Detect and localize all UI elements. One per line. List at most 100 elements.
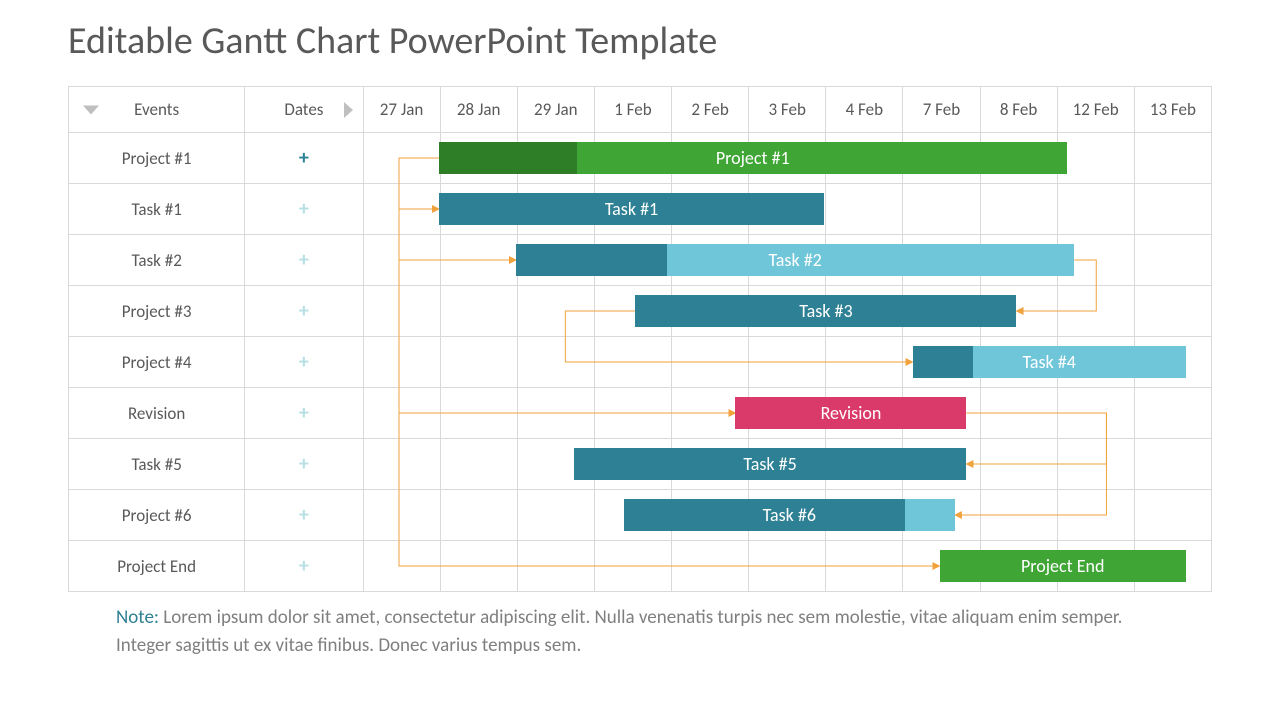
grid-cell: [517, 337, 594, 388]
date-col-10: 13 Feb: [1134, 87, 1211, 133]
grid-cell: [1134, 439, 1211, 490]
gantt-bar-b2[interactable]: Task #2: [516, 244, 1074, 276]
date-col-1: 28 Jan: [440, 87, 517, 133]
grid-cell: [363, 439, 440, 490]
gantt-bar-b1[interactable]: Task #1: [439, 193, 824, 225]
bar-label: Task #6: [763, 504, 816, 526]
grid-cell: [594, 337, 671, 388]
note-key: Note:: [116, 606, 159, 629]
gantt-row: Revision +: [69, 388, 1212, 439]
bar-label: Revision: [821, 402, 882, 424]
grid-cell: [1057, 286, 1134, 337]
grid-cell: [1134, 490, 1211, 541]
date-col-7: 7 Feb: [903, 87, 980, 133]
grid-cell: [440, 541, 517, 592]
header-events[interactable]: Events: [69, 87, 245, 133]
date-col-5: 3 Feb: [749, 87, 826, 133]
plus-icon: +: [299, 503, 309, 527]
chevron-right-icon: [344, 102, 353, 118]
row-expand-4[interactable]: +: [245, 337, 363, 388]
plus-icon: +: [299, 452, 309, 476]
header-dates[interactable]: Dates: [245, 87, 363, 133]
row-expand-1[interactable]: +: [245, 184, 363, 235]
row-label-5: Revision: [69, 388, 245, 439]
page-title: Editable Gantt Chart PowerPoint Template: [68, 18, 717, 64]
grid-cell: [1134, 235, 1211, 286]
bar-label: Task #1: [605, 198, 658, 220]
footer-note: Note: Lorem ipsum dolor sit amet, consec…: [116, 604, 1166, 659]
gantt-bar-b0[interactable]: Project #1: [439, 142, 1067, 174]
plus-icon: +: [299, 401, 309, 425]
row-expand-3[interactable]: +: [245, 286, 363, 337]
date-col-6: 4 Feb: [826, 87, 903, 133]
date-col-0: 27 Jan: [363, 87, 440, 133]
row-expand-0[interactable]: +: [245, 133, 363, 184]
note-text: Lorem ipsum dolor sit amet, consectetur …: [116, 606, 1122, 657]
plus-icon: +: [299, 299, 309, 323]
grid-cell: [1057, 184, 1134, 235]
grid-cell: [1134, 184, 1211, 235]
gantt-bar-b5[interactable]: Revision: [735, 397, 966, 429]
plus-icon: +: [299, 146, 309, 170]
bar-label: Task #4: [1023, 351, 1076, 373]
bar-label: Project End: [1021, 555, 1104, 577]
grid-cell: [1057, 490, 1134, 541]
grid-cell: [363, 388, 440, 439]
grid-cell: [517, 490, 594, 541]
grid-cell: [980, 490, 1057, 541]
row-label-8: Project End: [69, 541, 245, 592]
grid-cell: [440, 388, 517, 439]
grid-cell: [363, 184, 440, 235]
grid-cell: [980, 388, 1057, 439]
grid-cell: [440, 337, 517, 388]
gantt-bar-b3[interactable]: Task #3: [635, 295, 1016, 327]
row-expand-5[interactable]: +: [245, 388, 363, 439]
grid-cell: [1134, 286, 1211, 337]
grid-cell: [826, 541, 903, 592]
grid-cell: [672, 337, 749, 388]
grid-cell: [363, 490, 440, 541]
bar-label: Task #2: [768, 249, 821, 271]
grid-cell: [749, 337, 826, 388]
row-expand-7[interactable]: +: [245, 490, 363, 541]
date-col-9: 12 Feb: [1057, 87, 1134, 133]
grid-cell: [1134, 133, 1211, 184]
date-col-3: 1 Feb: [594, 87, 671, 133]
gantt-bar-b4[interactable]: Task #4: [913, 346, 1186, 378]
grid-cell: [980, 184, 1057, 235]
row-expand-6[interactable]: +: [245, 439, 363, 490]
header-dates-label: Dates: [284, 99, 323, 120]
grid-cell: [363, 337, 440, 388]
row-label-0: Project #1: [69, 133, 245, 184]
gantt-chart: Events Dates 27 Jan28 Jan29 Jan1 Feb2 Fe…: [68, 86, 1212, 592]
grid-cell: [1057, 439, 1134, 490]
bar-label: Task #3: [799, 300, 852, 322]
grid-cell: [517, 541, 594, 592]
gantt-bar-b7[interactable]: Task #6: [624, 499, 955, 531]
grid-cell: [363, 133, 440, 184]
row-expand-8[interactable]: +: [245, 541, 363, 592]
plus-icon: +: [299, 197, 309, 221]
grid-cell: [1134, 388, 1211, 439]
grid-cell: [363, 541, 440, 592]
grid-cell: [826, 337, 903, 388]
plus-icon: +: [299, 554, 309, 578]
grid-cell: [440, 286, 517, 337]
grid-cell: [1057, 133, 1134, 184]
grid-cell: [1057, 388, 1134, 439]
grid-cell: [440, 439, 517, 490]
gantt-bar-b6[interactable]: Task #5: [574, 448, 967, 480]
grid-cell: [903, 184, 980, 235]
grid-cell: [440, 490, 517, 541]
gantt-bar-b8[interactable]: Project End: [940, 550, 1186, 582]
grid-cell: [826, 184, 903, 235]
grid-cell: [980, 439, 1057, 490]
plus-icon: +: [299, 248, 309, 272]
header-events-label: Events: [134, 99, 179, 120]
grid-cell: [672, 541, 749, 592]
plus-icon: +: [299, 350, 309, 374]
row-label-3: Project #3: [69, 286, 245, 337]
bar-label: Task #5: [743, 453, 796, 475]
grid-cell: [440, 235, 517, 286]
row-expand-2[interactable]: +: [245, 235, 363, 286]
